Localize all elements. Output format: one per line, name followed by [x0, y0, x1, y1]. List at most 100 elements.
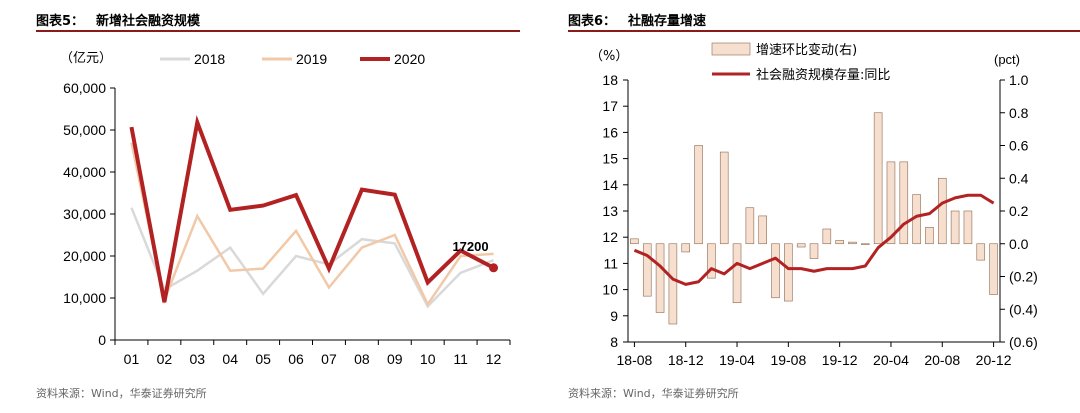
bar [861, 243, 870, 245]
chart-title: 图表6： 社融存量增速 [568, 10, 706, 29]
left-y-tick-label: 13 [602, 203, 618, 219]
bar [758, 215, 767, 245]
y-tick-label: 0 [98, 332, 106, 348]
x-tick-label: 05 [255, 351, 271, 367]
bar [732, 243, 742, 304]
x-tick-label: 02 [157, 351, 173, 367]
bar [784, 243, 793, 302]
series-line-2020 [129, 114, 495, 303]
legend-label: 2018 [194, 51, 225, 67]
right-y-tick-label: 0.4 [1009, 170, 1029, 186]
right-y-tick-label: (0.4) [1009, 301, 1038, 317]
data-label: 17200 [452, 239, 488, 254]
x-tick-label: 03 [190, 351, 206, 367]
left-y-tick-label: 11 [603, 255, 618, 271]
chart-number: 图表5： [36, 14, 85, 29]
chart-title-text: 社融存量增速 [628, 14, 707, 29]
x-tick-label: 20-08 [924, 352, 960, 368]
line-chart-svg: 0 10,000 20,000 30,000 40,000 50,000 60,000 01 0… [60, 51, 511, 367]
left-y-tick-label: 17 [602, 98, 618, 114]
legend-label: 2020 [394, 51, 425, 67]
series-line-2019 [130, 142, 494, 307]
bar [989, 243, 998, 295]
bar [963, 210, 973, 245]
right-y-tick-label: 0.2 [1009, 203, 1029, 219]
x-tick-label: 20-04 [873, 352, 909, 368]
legend-label: 2019 [296, 51, 327, 67]
bar [886, 161, 896, 245]
series-line-financing-stock-yoy [633, 193, 995, 286]
y-tick-label: 40,000 [63, 164, 106, 180]
right-y-tick-label: 0.6 [1009, 138, 1029, 154]
bar [822, 228, 832, 245]
bar [848, 241, 857, 245]
left-y-tick-label: 10 [602, 282, 618, 298]
left-y-tick-label: 8 [610, 334, 618, 350]
y-tick-label: 20,000 [63, 248, 106, 264]
left-y-tick-label: 16 [602, 124, 618, 140]
source-note: 资料来源：Wind，华泰证券研究所 [36, 387, 207, 400]
bar [796, 243, 806, 248]
left-y-tick-label: 9 [610, 308, 618, 324]
legend-label: 增速环比变动(右) [756, 42, 857, 58]
chart-title-text: 新增社会融资规模 [96, 14, 201, 29]
right-y-tick-label: 0.0 [1009, 236, 1029, 252]
legend-swatch [711, 42, 751, 56]
x-tick-label: 19-12 [822, 352, 858, 368]
y-tick-label: 30,000 [63, 206, 106, 222]
x-tick-label: 19-08 [770, 352, 806, 368]
chart-panel-financing-stock-growth: 图表6： 社融存量增速 8 9 10 11 12 13 14 15 16 17 18 (0.6) (0.4… [562, 0, 1080, 413]
x-tick-label: 18-12 [668, 352, 704, 368]
x-tick-label: 08 [354, 351, 370, 367]
bar [771, 243, 780, 299]
chart-title: 图表5： 新增社会融资规模 [36, 10, 200, 29]
chart-number: 图表6： [568, 14, 617, 29]
bar [835, 240, 844, 245]
legend-label: 社会融资规模存量:同比 [756, 67, 890, 83]
x-tick-label: 10 [420, 351, 436, 367]
x-tick-label: 04 [222, 351, 238, 367]
bar [976, 243, 986, 261]
bar [873, 112, 883, 245]
right-y-tick-label: 0.8 [1009, 105, 1029, 121]
x-tick-label: 07 [321, 351, 337, 367]
x-tick-label: 06 [288, 351, 304, 367]
title-divider [36, 30, 520, 32]
y-tick-label: 50,000 [63, 122, 106, 138]
y-unit-label: （亿元） [60, 51, 112, 66]
x-tick-label: 01 [124, 351, 140, 367]
x-tick-label: 11 [453, 351, 468, 367]
left-unit-label: （%） [590, 49, 628, 64]
end-point-marker [489, 263, 499, 273]
bar [642, 243, 652, 297]
bar-line-chart-svg: 8 9 10 11 12 13 14 15 16 17 18 (0.6) (0.4) (0.2) 0.0 0.… [590, 42, 1038, 368]
x-tick-label: 20-12 [976, 352, 1012, 368]
bar [937, 177, 947, 245]
x-tick-label: 18-08 [617, 352, 653, 368]
left-y-tick-label: 12 [602, 229, 618, 245]
right-unit-label: (pct) [994, 52, 1020, 67]
left-y-tick-label: 15 [602, 151, 618, 167]
x-tick-label: 19-04 [719, 352, 755, 368]
chart-panel-new-social-financing: 图表5： 新增社会融资规模 0 10,000 20,000 30,000 40,000 50… [36, 10, 520, 400]
right-y-tick-label: (0.6) [1009, 334, 1038, 350]
right-y-tick-label: (0.2) [1009, 269, 1038, 285]
bar [630, 238, 639, 245]
source-note: 资料来源：Wind，华泰证券研究所 [568, 387, 739, 400]
bar [707, 243, 716, 279]
bar [719, 151, 729, 245]
bar [694, 145, 703, 245]
bar [925, 227, 934, 245]
y-tick-label: 60,000 [63, 80, 106, 96]
x-tick-label: 12 [486, 351, 502, 367]
bar [950, 210, 960, 245]
x-tick-label: 09 [387, 351, 403, 367]
left-y-tick-label: 14 [602, 177, 618, 193]
bar [655, 243, 665, 313]
y-tick-label: 10,000 [63, 290, 106, 306]
bar [681, 243, 691, 253]
left-y-tick-label: 18 [602, 72, 618, 88]
bar [745, 207, 755, 245]
title-divider [568, 30, 1080, 32]
